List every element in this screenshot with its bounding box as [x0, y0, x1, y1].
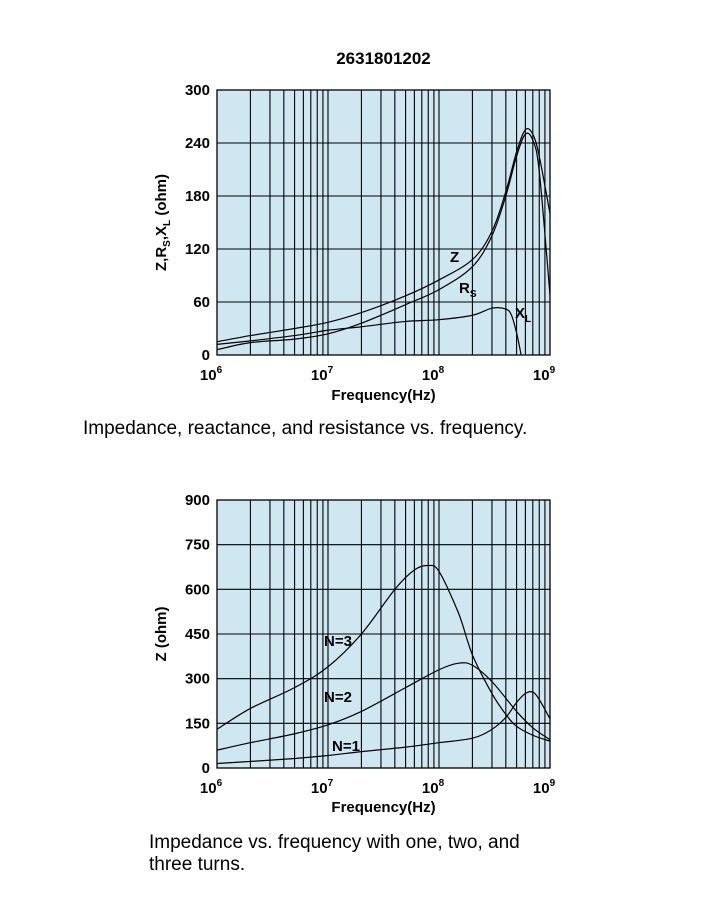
caption-chart-2: Impedance vs. frequency with one, two, a… — [149, 832, 669, 876]
series-label-n-1: N=1 — [332, 738, 360, 755]
y-tick-label: 60 — [193, 294, 210, 311]
x-axis-label: Frequency(Hz) — [331, 799, 435, 816]
series-line-n-2 — [216, 662, 551, 751]
x-tick-label: 107 — [311, 778, 334, 797]
y-axis-label: Z (ohm) — [153, 607, 170, 662]
y-tick-label: 300 — [185, 82, 210, 99]
series-line-rs — [216, 132, 551, 351]
y-tick-label: 600 — [185, 581, 210, 598]
y-tick-label: 180 — [185, 188, 210, 205]
y-tick-label: 240 — [185, 135, 210, 152]
y-tick-label: 150 — [185, 715, 210, 732]
chart-title: 2631801202 — [336, 49, 431, 68]
y-tick-label: 300 — [185, 671, 210, 688]
plot-frame — [216, 89, 551, 356]
series-label-z: Z — [450, 249, 459, 266]
x-tick-label: 106 — [200, 778, 223, 797]
y-axis-label: Z,RS,XL (ohm) — [153, 174, 173, 271]
plot-area — [217, 90, 550, 355]
x-axis-label: Frequency(Hz) — [331, 387, 435, 404]
y-tick-label: 900 — [185, 492, 210, 509]
y-tick-label: 450 — [185, 626, 210, 643]
caption-chart-2-line-1: Impedance vs. frequency with one, two, a… — [149, 832, 520, 853]
series-line-n-3 — [216, 564, 551, 742]
x-tick-label: 109 — [533, 778, 556, 797]
series-line-z — [216, 127, 551, 343]
y-tick-label: 750 — [185, 537, 210, 554]
chart-impedance-turns: 0 150 300 450 600 750 900 106 107 108 109 Frequency… — [153, 492, 556, 816]
series-label-n-3: N=3 — [324, 633, 352, 650]
caption-chart-2-line-2: three turns. — [149, 854, 246, 875]
series-line-xl — [216, 307, 522, 356]
y-tick-label: 0 — [202, 760, 210, 777]
y-tick-label: 120 — [185, 241, 210, 258]
y-tick-label: 0 — [202, 347, 210, 364]
series-line-n-1 — [216, 691, 551, 765]
x-tick-label: 108 — [422, 778, 445, 797]
series-label-n-2: N=2 — [324, 689, 352, 706]
plot-frame — [216, 499, 551, 769]
caption-chart-1: Impedance, reactance, and resistance vs.… — [83, 418, 528, 439]
